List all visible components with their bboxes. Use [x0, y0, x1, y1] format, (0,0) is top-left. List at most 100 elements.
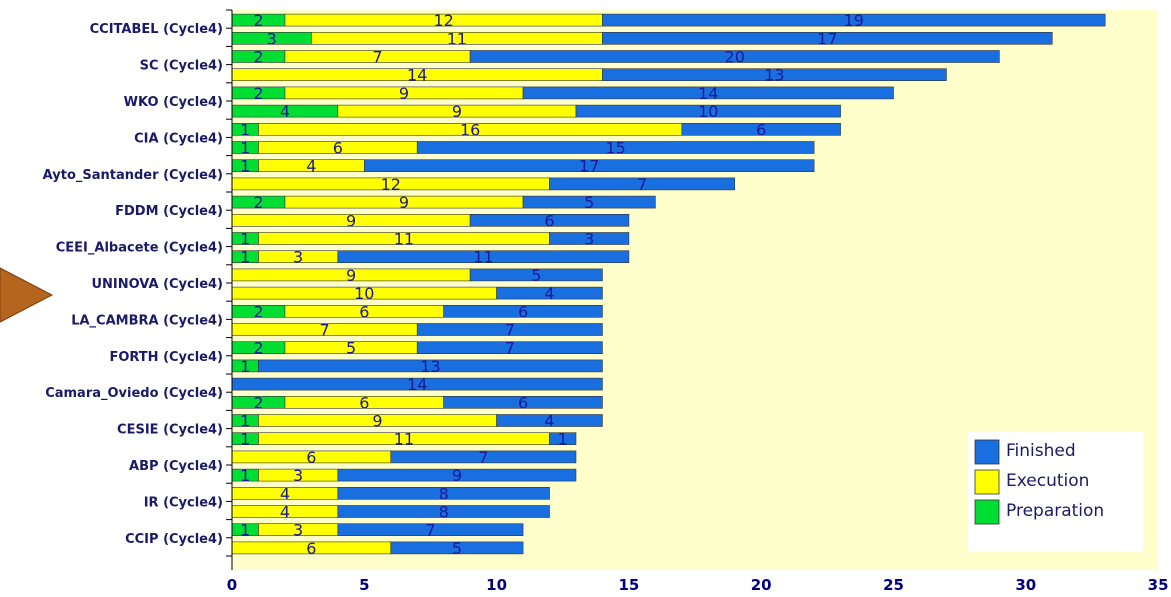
bar-value-label: 12 [434, 11, 454, 30]
category-label: LA_CAMBRA (Cycle4) [71, 313, 223, 328]
category-label: FORTH (Cycle4) [109, 350, 223, 365]
bar-value-label: 11 [394, 430, 414, 449]
bar-value-label: 8 [439, 484, 449, 503]
bar-value-label: 1 [240, 230, 250, 249]
bar-value-label: 17 [579, 157, 599, 176]
bar-value-label: 1 [240, 521, 250, 540]
bar-segment-finished [337, 505, 550, 518]
bar-value-label: 13 [420, 357, 440, 376]
bar-segment-finished [337, 250, 630, 263]
bar-segment-finished [549, 232, 630, 245]
bar-segment-finished [258, 359, 603, 373]
bar-value-label: 19 [844, 11, 864, 30]
bar-value-label: 7 [637, 175, 647, 194]
bar-value-label: 10 [698, 102, 718, 121]
bar-value-label: 6 [518, 393, 528, 412]
bar-segment-finished [681, 123, 841, 136]
bar-segment-finished [443, 395, 603, 409]
bar-value-label: 3 [293, 466, 303, 485]
bar-value-label: 1 [240, 248, 250, 267]
bar-value-label: 6 [544, 211, 554, 230]
bar-value-label: 7 [425, 521, 435, 540]
category-label: FDDM (Cycle4) [115, 204, 223, 219]
bar-value-label: 1 [240, 357, 250, 376]
bar-value-label: 7 [505, 321, 515, 340]
legend-swatch-finished [974, 439, 1000, 465]
category-label: Ayto_Santander (Cycle4) [43, 168, 223, 183]
category-label: Camara_Oviedo (Cycle4) [45, 386, 223, 401]
bar-value-label: 1 [240, 430, 250, 449]
x-tick-label: 20 [751, 576, 772, 594]
bar-value-label: 3 [267, 29, 277, 48]
bar-value-label: 16 [460, 120, 480, 139]
bar-value-label: 4 [280, 102, 290, 121]
bar-value-label: 4 [306, 157, 316, 176]
legend-items: Finished Execution Preparation [974, 439, 1104, 525]
bar-segment-finished [522, 86, 894, 100]
bar-segment-finished [469, 214, 630, 227]
legend-label-finished: Finished [1006, 441, 1076, 461]
bar-segment-finished [443, 304, 603, 318]
bar-value-label: 14 [698, 84, 718, 103]
bar-value-label: 3 [293, 521, 303, 540]
x-tick-label: 15 [618, 576, 639, 594]
bar-segment-finished [390, 541, 524, 555]
bar-value-label: 6 [756, 120, 766, 139]
x-tick-label: 30 [1015, 576, 1036, 594]
category-label: SC (Cycle4) [140, 59, 223, 74]
bar-value-label: 1 [240, 412, 250, 431]
axis-layer [226, 9, 233, 570]
bar-value-label: 11 [473, 248, 493, 267]
bar-value-label: 9 [346, 266, 356, 285]
bar-segment-finished [469, 268, 603, 282]
bar-segment-finished [602, 31, 1053, 45]
bar-value-label: 2 [253, 11, 263, 30]
bar-value-label: 9 [346, 211, 356, 230]
bar-segment-finished [416, 141, 815, 154]
bar-value-label: 9 [452, 466, 462, 485]
bar-segment-finished [337, 486, 550, 500]
bar-value-label: 9 [372, 412, 382, 431]
category-labels: CCITABEL (Cycle4) SC (Cycle4) WKO (Cycle4)… [43, 22, 223, 547]
legend: Finished Execution Preparation [968, 432, 1143, 552]
category-label: WKO (Cycle4) [124, 95, 223, 110]
bar-value-label: 6 [306, 539, 316, 558]
x-tick-label: 25 [883, 576, 904, 594]
bar-segment-finished [390, 450, 577, 464]
bar-value-label: 6 [306, 448, 316, 467]
bar-value-label: 6 [359, 393, 369, 412]
bar-value-label: 10 [354, 284, 374, 303]
category-label: CCITABEL (Cycle4) [90, 22, 223, 37]
bar-segment-finished [416, 323, 603, 336]
bar-value-label: 4 [280, 484, 290, 503]
bar-value-label: 2 [253, 48, 263, 67]
bar-value-label: 3 [584, 230, 594, 249]
legend-label-preparation: Preparation [1006, 501, 1104, 521]
bar-value-label: 5 [584, 193, 594, 212]
bar-value-label: 9 [399, 193, 409, 212]
bar-segment-finished [602, 13, 1106, 27]
bar-value-label: 6 [333, 139, 343, 158]
category-label: ABP (Cycle4) [129, 459, 223, 474]
category-label: CEEI_Albacete (Cycle4) [56, 241, 223, 256]
bar-value-label: 2 [253, 393, 263, 412]
category-label: CIA (Cycle4) [134, 131, 223, 146]
bar-segment-finished [337, 523, 524, 537]
bar-value-label: 1 [558, 430, 568, 449]
bar-segment-finished [496, 286, 603, 300]
bar-value-label: 5 [531, 266, 541, 285]
bar-value-label: 5 [346, 339, 356, 358]
x-tick-label: 10 [486, 576, 507, 594]
category-label: UNINOVA (Cycle4) [91, 277, 223, 292]
x-tick-label: 5 [359, 576, 369, 594]
legend-swatch-execution [974, 469, 1000, 495]
bar-value-label: 15 [605, 139, 625, 158]
bar-value-label: 14 [407, 375, 427, 394]
bar-value-label: 9 [452, 102, 462, 121]
bar-segment-finished [602, 68, 947, 81]
bar-segment-finished [522, 195, 656, 209]
bar-segment-finished [469, 50, 1000, 63]
bar-value-label: 20 [725, 48, 745, 67]
